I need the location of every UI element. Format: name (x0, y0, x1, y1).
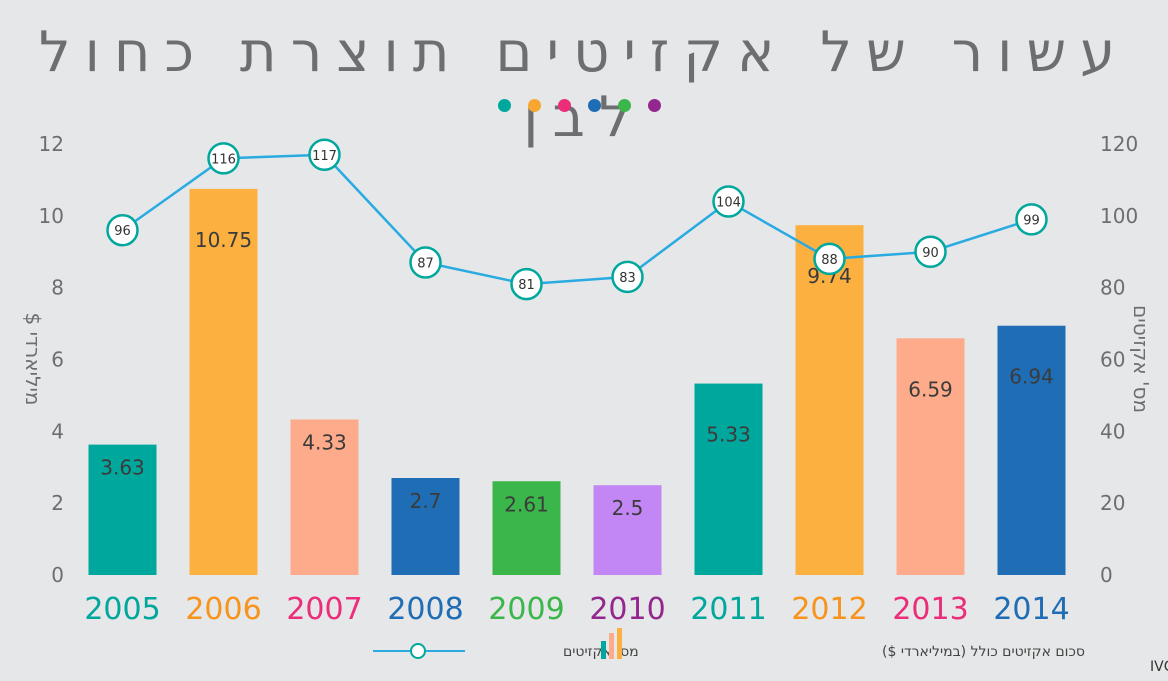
series-line-exit-count (121, 153, 1032, 286)
line-point-marker (1015, 203, 1048, 236)
line-point-label: 83 (619, 271, 636, 286)
bar-value-label: 6.59 (908, 377, 953, 401)
bar (492, 481, 561, 575)
legend-label-total-exits: סכום אקזיטים כולל (במיליארדי $) (882, 644, 1085, 660)
decor-dot (528, 99, 541, 112)
legend-bar-sample (609, 633, 614, 659)
y-left-tick-label: 0 (51, 563, 64, 587)
y-right-tick-label: 120 (1100, 132, 1138, 156)
x-tick-label: 2012 (791, 592, 867, 627)
decorative-dots (498, 97, 678, 112)
y-right-axis-label: מס' אקזיטים (1129, 305, 1153, 413)
bar-value-label: 3.63 (100, 456, 145, 480)
bar (997, 325, 1066, 575)
y-left-axis-label: מיליארדי $ (21, 312, 45, 405)
decor-dot (588, 99, 601, 112)
line-point-label: 104 (716, 195, 741, 210)
x-tick-label: 2010 (589, 592, 665, 627)
page-title: עשור של אקזיטים תוצרת כחול לבן (38, 20, 1130, 150)
line-point-marker (611, 260, 644, 294)
x-tick-label: 2013 (892, 592, 968, 627)
line-point-label: 81 (518, 278, 535, 293)
line-point-label: 87 (417, 257, 434, 272)
decor-dot (648, 99, 661, 112)
legend-line-marker (410, 643, 426, 659)
y-left-tick-label: 10 (39, 204, 64, 228)
legend-label-exit-count: מס' אקזיטים (563, 644, 639, 660)
line-point-label: 90 (922, 246, 939, 261)
y-left-tick-label: 8 (51, 276, 64, 300)
y-right-tick-label: 20 (1100, 491, 1125, 515)
line-point-label: 117 (312, 149, 337, 164)
bar (189, 188, 258, 576)
x-tick-label: 2006 (185, 592, 261, 627)
decor-dot (498, 99, 511, 112)
x-tick-label: 2008 (387, 592, 463, 627)
line-point-label: 96 (114, 224, 131, 239)
line-point-marker (510, 267, 543, 301)
line-point-marker (712, 185, 745, 218)
decor-dot (618, 99, 631, 112)
bar (290, 419, 359, 575)
line-point-label: 99 (1023, 213, 1040, 228)
bar (593, 485, 662, 575)
x-tick-label: 2014 (993, 592, 1069, 627)
bar (88, 444, 157, 575)
bar-value-label: 2.7 (410, 489, 442, 513)
x-tick-label: 2007 (286, 592, 362, 627)
bar-value-label: 5.33 (706, 423, 751, 447)
line-point-marker (409, 246, 442, 279)
line-point-marker (813, 242, 846, 276)
y-left-tick-label: 4 (51, 419, 64, 443)
bar-value-label: 4.33 (302, 430, 347, 454)
y-left-tick-label: 6 (51, 348, 64, 372)
bar (896, 338, 965, 575)
bar (795, 225, 864, 575)
line-point-marker (308, 138, 341, 172)
line-point-label: 116 (211, 152, 236, 167)
bar-value-label: 2.5 (612, 496, 644, 520)
bar (391, 478, 460, 575)
line-point-marker (106, 213, 139, 247)
bar-value-label: 10.75 (195, 228, 252, 252)
legend-bar-sample (617, 628, 622, 659)
x-tick-label: 2009 (488, 592, 564, 627)
y-right-tick-label: 100 (1100, 204, 1138, 228)
y-right-tick-label: 40 (1100, 419, 1125, 443)
x-tick-label: 2011 (690, 592, 766, 627)
y-right-tick-label: 60 (1100, 348, 1125, 372)
y-left-tick-label: 2 (51, 491, 64, 515)
y-left-tick-label: 12 (39, 132, 64, 156)
y-right-tick-label: 80 (1100, 276, 1125, 300)
bar-value-label: 6.94 (1009, 365, 1054, 389)
decor-dot (558, 99, 571, 112)
bar (694, 383, 763, 575)
bar-value-label: 2.61 (504, 492, 549, 516)
line-point-label: 88 (821, 253, 838, 268)
line-point-marker (914, 235, 947, 268)
line-point-marker (207, 142, 240, 175)
source-note: מקור : IVC (1150, 659, 1168, 675)
legend-bar-sample (601, 641, 606, 659)
y-right-tick-label: 0 (1100, 563, 1113, 587)
x-tick-label: 2005 (84, 592, 160, 627)
